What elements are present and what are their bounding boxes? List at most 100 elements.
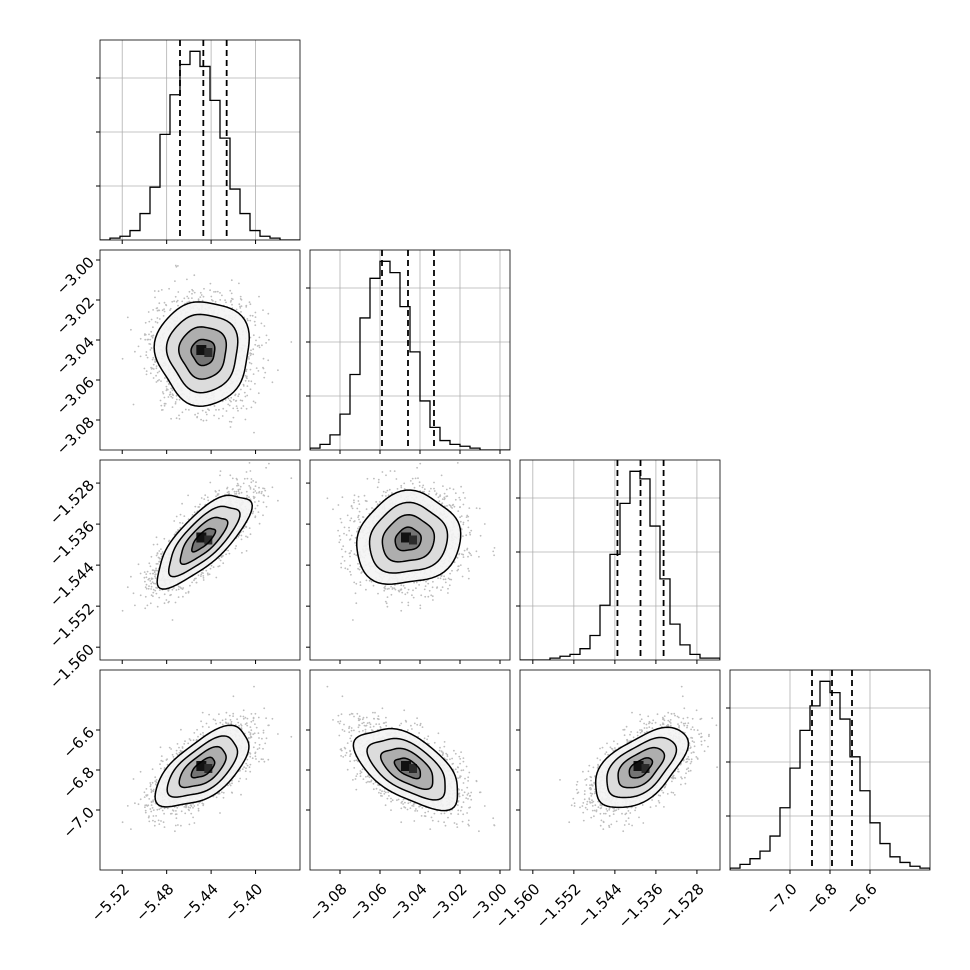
sample-point xyxy=(254,324,257,327)
sample-point xyxy=(254,485,257,487)
sample-point xyxy=(201,299,204,302)
sample-point xyxy=(149,602,152,605)
sample-point xyxy=(261,490,263,493)
sample-point xyxy=(257,392,260,395)
sample-point xyxy=(237,484,240,487)
sample-point xyxy=(152,595,154,598)
sample-point xyxy=(139,355,142,358)
sample-point xyxy=(243,391,246,394)
sample-point xyxy=(265,342,267,344)
sample-point xyxy=(216,494,219,496)
sample-point xyxy=(252,510,255,513)
sample-point xyxy=(227,403,230,406)
sample-point xyxy=(160,404,163,407)
sample-point xyxy=(239,485,242,488)
sample-point xyxy=(230,299,233,302)
sample-point xyxy=(156,371,159,374)
sample-point xyxy=(242,405,245,407)
sample-point xyxy=(227,397,230,400)
sample-point xyxy=(158,557,161,559)
sample-point xyxy=(152,377,155,379)
y-tick-label-1-m3: −3.00 xyxy=(53,253,98,298)
sample-point xyxy=(249,354,252,357)
sample-point xyxy=(132,403,135,406)
sample-point xyxy=(251,512,254,515)
sample-point xyxy=(200,575,202,577)
sample-point xyxy=(239,298,242,300)
sample-point xyxy=(231,303,233,306)
sample-point xyxy=(156,379,159,382)
sample-point xyxy=(168,394,171,396)
contour-line xyxy=(153,301,251,408)
sample-point xyxy=(181,411,184,414)
sample-point xyxy=(151,336,154,339)
sample-point xyxy=(203,287,205,290)
sample-point xyxy=(204,494,207,497)
sample-point xyxy=(235,399,238,402)
sample-point xyxy=(252,488,255,491)
sample-point xyxy=(203,498,206,500)
sample-point xyxy=(217,565,220,568)
sample-point xyxy=(152,543,155,546)
sample-point xyxy=(195,577,197,580)
sample-point xyxy=(232,416,235,419)
sample-point xyxy=(193,274,196,277)
sample-point xyxy=(254,401,257,404)
sample-point xyxy=(256,345,259,347)
sample-point xyxy=(152,569,155,572)
sample-point xyxy=(227,490,230,493)
sample-point xyxy=(178,398,181,401)
sample-point xyxy=(175,398,178,401)
sample-point xyxy=(177,291,180,293)
sample-point xyxy=(337,504,340,506)
sample-point xyxy=(171,619,174,621)
sample-point xyxy=(225,410,228,412)
sample-point xyxy=(191,297,193,299)
sample-point xyxy=(249,470,252,472)
sample-point xyxy=(158,302,161,305)
sample-point xyxy=(243,477,246,480)
sample-point xyxy=(194,413,196,416)
sample-point xyxy=(186,278,188,281)
sample-point xyxy=(155,569,157,572)
sample-point xyxy=(195,581,198,584)
sample-point xyxy=(200,294,203,296)
sample-point xyxy=(173,587,175,589)
sample-point xyxy=(207,499,210,502)
sample-point xyxy=(202,577,205,579)
sample-point xyxy=(197,299,200,302)
y-tick-label-2-m1p528: −1.528 xyxy=(46,476,98,528)
sample-point xyxy=(268,462,270,465)
sample-point xyxy=(254,516,257,519)
sample-point xyxy=(240,388,242,391)
sample-point xyxy=(256,504,259,507)
sample-point xyxy=(160,548,162,550)
sample-point xyxy=(246,394,249,397)
y-tick-label-2-m1p544: −1.544 xyxy=(46,558,98,610)
panel-2-1 xyxy=(306,459,511,664)
sample-point xyxy=(160,380,162,382)
sample-point xyxy=(202,572,204,574)
sample-point xyxy=(246,494,249,497)
sample-point xyxy=(230,279,233,282)
sample-point xyxy=(188,300,191,303)
sample-point xyxy=(200,418,202,421)
sample-point xyxy=(202,575,205,577)
sample-point xyxy=(171,393,174,395)
sample-point xyxy=(242,482,245,485)
sample-point xyxy=(239,488,241,491)
sample-point xyxy=(158,318,161,320)
sample-point xyxy=(205,419,208,422)
sample-point xyxy=(145,370,148,372)
sample-point xyxy=(225,553,227,556)
sample-point xyxy=(146,604,149,607)
sample-point xyxy=(290,341,293,343)
sample-point xyxy=(241,551,243,554)
sample-point xyxy=(231,298,234,301)
sample-point xyxy=(154,575,156,578)
sample-point xyxy=(145,587,148,590)
sample-point xyxy=(149,580,152,582)
sample-point xyxy=(239,305,241,308)
sample-point xyxy=(174,401,177,403)
